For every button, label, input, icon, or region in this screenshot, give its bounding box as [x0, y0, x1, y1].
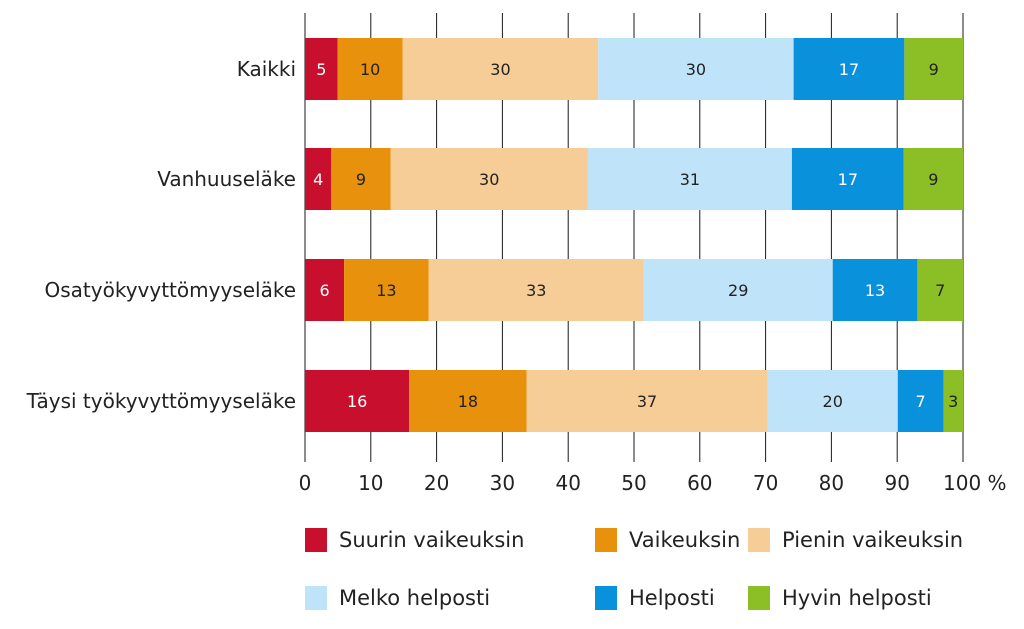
x-tick-label: 10: [358, 471, 383, 495]
x-tick-label: 30: [490, 471, 515, 495]
legend-swatch: [595, 528, 617, 552]
bar-segment: [598, 38, 794, 100]
data-label: 30: [490, 60, 510, 79]
bar-segment: [409, 370, 527, 432]
data-label: 9: [929, 60, 939, 79]
data-label: 30: [686, 60, 706, 79]
data-label: 10: [360, 60, 380, 79]
x-axis-tick-labels: 0 10 20 30 40 50 60 70 80 90 100 %: [299, 471, 1007, 495]
bar-segment: [917, 259, 963, 321]
data-label: 13: [376, 281, 396, 300]
bar-segment: [767, 370, 898, 432]
legend-label: Helposti: [629, 586, 715, 610]
x-tick-label: 20: [424, 471, 449, 495]
bar-segment: [832, 259, 918, 321]
legend: Suurin vaikeuksin Vaikeuksin Pienin vaikeu…: [305, 528, 1005, 628]
bar-segment: [390, 148, 588, 210]
legend-item: Pienin vaikeuksin: [748, 528, 963, 552]
bar-segment: [643, 259, 833, 321]
data-label: 4: [313, 170, 323, 189]
legend-label: Vaikeuksin: [629, 528, 741, 552]
x-tick-label: 40: [555, 471, 580, 495]
data-label: 20: [823, 392, 843, 411]
bar-segment: [943, 370, 963, 432]
bar-segment: [793, 38, 905, 100]
bar-segment: [344, 259, 429, 321]
legend-swatch: [748, 586, 770, 610]
bar-segment: [305, 370, 410, 432]
bar-segment: [904, 38, 963, 100]
data-label: 16: [347, 392, 367, 411]
x-tick-label: 80: [819, 471, 844, 495]
x-tick-label: 90: [884, 471, 909, 495]
legend-swatch: [305, 528, 327, 552]
data-label: 37: [637, 392, 657, 411]
data-label: 3: [948, 392, 958, 411]
x-tick-label: 0: [299, 471, 312, 495]
legend-label: Hyvin helposti: [782, 586, 932, 610]
category-label: Osatyökyvyttömyyseläke: [45, 278, 297, 302]
data-label: 6: [319, 281, 329, 300]
legend-item: Vaikeuksin: [595, 528, 740, 552]
legend-item: Suurin vaikeuksin: [305, 528, 524, 552]
data-label: 7: [916, 392, 926, 411]
x-tick-label: 50: [621, 471, 646, 495]
category-label: Kaikki: [237, 57, 296, 81]
legend-item: Melko helposti: [305, 586, 490, 610]
legend-swatch: [305, 586, 327, 610]
legend-swatch: [748, 528, 770, 552]
legend-label: Suurin vaikeuksin: [339, 528, 525, 552]
data-label: 7: [935, 281, 945, 300]
data-label: 31: [680, 170, 700, 189]
legend-label: Pienin vaikeuksin: [782, 528, 964, 552]
bar-segment: [903, 148, 963, 210]
bar-segment: [897, 370, 944, 432]
bar-segment: [587, 148, 792, 210]
legend-item: Hyvin helposti: [748, 586, 932, 610]
data-label: 30: [479, 170, 499, 189]
bar-segment: [331, 148, 391, 210]
bar-segment: [791, 148, 904, 210]
legend-label: Melko helposti: [339, 586, 491, 610]
data-label: 5: [316, 60, 326, 79]
x-tick-label: 70: [753, 471, 778, 495]
data-label: 17: [839, 60, 859, 79]
data-label: 9: [928, 170, 938, 189]
data-label: 13: [865, 281, 885, 300]
data-label: 9: [356, 170, 366, 189]
data-label: 17: [838, 170, 858, 189]
category-label: Vanhuuseläke: [157, 167, 296, 191]
x-tick-label: 100 %: [943, 471, 1007, 495]
bar-segment: [305, 259, 345, 321]
legend-item: Helposti: [595, 586, 715, 610]
bar-segment: [428, 259, 644, 321]
legend-swatch: [595, 586, 617, 610]
bar-segment: [337, 38, 403, 100]
category-labels: Kaikki Vanhuuseläke Osatyökyvyttömyyseläke…: [26, 57, 296, 413]
bar-segment: [526, 370, 768, 432]
category-label: Täysi työkyvyttömyyseläke: [26, 389, 296, 413]
data-label: 29: [728, 281, 748, 300]
bar-segment: [305, 148, 332, 210]
bars: 5 10 30 30 17 9 4 9 30 31 17 9 6 13 33 29 13 7 16 18 37 20 7 3: [305, 38, 963, 432]
bar-segment: [305, 38, 338, 100]
bar-segment: [402, 38, 599, 100]
data-label: 18: [458, 392, 478, 411]
data-label: 33: [526, 281, 546, 300]
x-tick-label: 60: [687, 471, 712, 495]
